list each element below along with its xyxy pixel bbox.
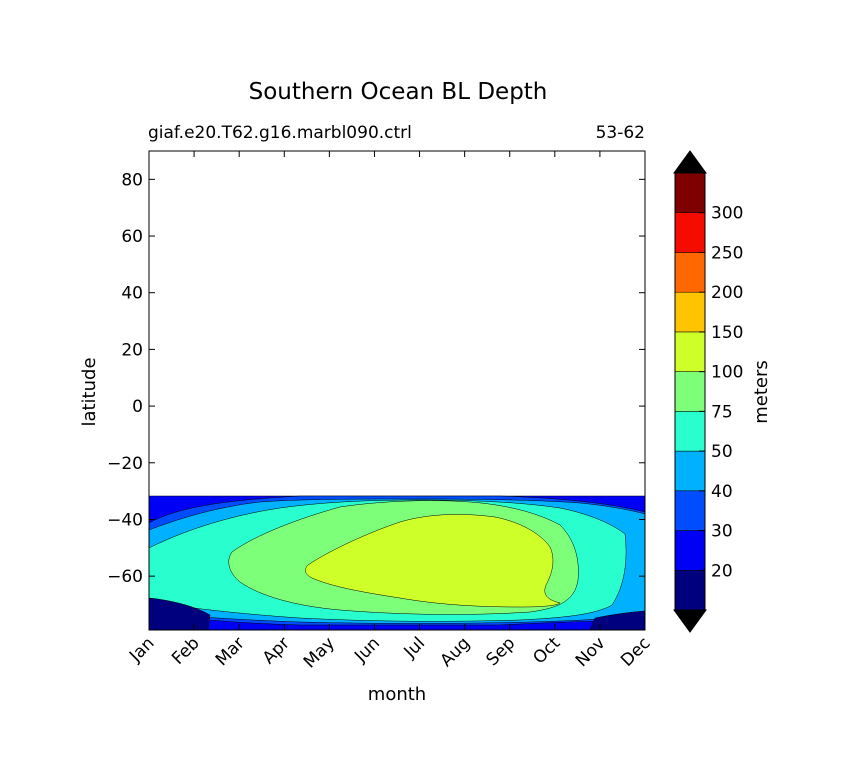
y-tick-label: 60 (121, 227, 143, 247)
x-tick-label: Oct (529, 633, 564, 668)
x-tick-label: Jul (400, 633, 429, 662)
y-tick-label: −60 (107, 567, 143, 587)
colorbar-swatch (674, 570, 706, 611)
y-tick-label: 20 (121, 340, 143, 360)
x-tick-label: Apr (259, 633, 294, 668)
colorbar-label: meters (751, 360, 772, 424)
colorbar-tick-label: 50 (711, 442, 733, 462)
colorbar: 20 30 40 50 75 100 150 200 250 300 meters (673, 150, 772, 633)
colorbar-tick-label: 300 (711, 204, 743, 224)
chart-subtitle-left: giaf.e20.T62.g16.marbl090.ctrl (148, 123, 412, 143)
colorbar-tick-label: 200 (711, 283, 743, 303)
x-tick-label: Sep (482, 633, 519, 670)
colorbar-tick-label: 250 (711, 243, 743, 263)
colorbar-swatch (674, 490, 706, 531)
x-tick-label: Nov (572, 633, 610, 671)
contour-fill-group (149, 495, 645, 630)
colorbar-frame (674, 172, 706, 611)
colorbar-swatch (674, 371, 706, 412)
y-tick-label: −40 (107, 510, 143, 530)
colorbar-swatch (674, 450, 706, 492)
x-tick-label: May (300, 633, 339, 672)
x-tick-label: Feb (168, 633, 203, 668)
y-axis-ticks: 80 60 40 20 0 −20 −40 −60 (107, 170, 645, 587)
colorbar-tick-label: 75 (711, 402, 733, 422)
colorbar-tick-label: 20 (711, 561, 733, 581)
x-tick-label: Dec (617, 633, 654, 670)
colorbar-swatch (674, 212, 706, 253)
y-tick-label: −20 (107, 454, 143, 474)
colorbar-extend-under (673, 609, 707, 633)
plot-area: Jan Feb Mar Apr May Jun Jul Aug Sep Oct Nov Dec 80 6… (107, 150, 655, 672)
contour-band-150-200 (305, 514, 561, 608)
contour-band-low-east (589, 610, 645, 630)
colorbar-swatch (674, 252, 706, 293)
colorbar-ticks: 20 30 40 50 75 100 150 200 250 300 (699, 204, 743, 581)
colorbar-tick-label: 150 (711, 323, 743, 343)
y-tick-label: 80 (121, 170, 143, 190)
x-tick-label: Mar (212, 633, 249, 670)
x-tick-label: Jan (125, 633, 158, 666)
colorbar-swatch (674, 172, 706, 213)
y-tick-label: 40 (121, 284, 143, 304)
y-axis-label: latitude (79, 357, 100, 426)
colorbar-tick-label: 100 (711, 363, 743, 383)
chart-subtitle-right: 53-62 (596, 123, 645, 143)
x-axis-label: month (368, 684, 426, 705)
colorbar-tick-label: 30 (711, 522, 733, 542)
x-tick-label: Aug (437, 633, 475, 671)
colorbar-extend-over (673, 150, 707, 174)
y-tick-label: 0 (132, 397, 143, 417)
plot-frame (148, 150, 646, 631)
x-tick-label: Jun (350, 633, 384, 667)
colorbar-swatch (674, 530, 706, 571)
colorbar-swatch (674, 331, 706, 372)
colorbar-tick-label: 40 (711, 482, 733, 502)
colorbar-swatch (674, 291, 706, 333)
colorbar-swatch (674, 411, 706, 452)
colorbar-swatches (674, 172, 706, 611)
chart-title: Southern Ocean BL Depth (249, 79, 548, 105)
contour-band-low-west (149, 597, 211, 630)
